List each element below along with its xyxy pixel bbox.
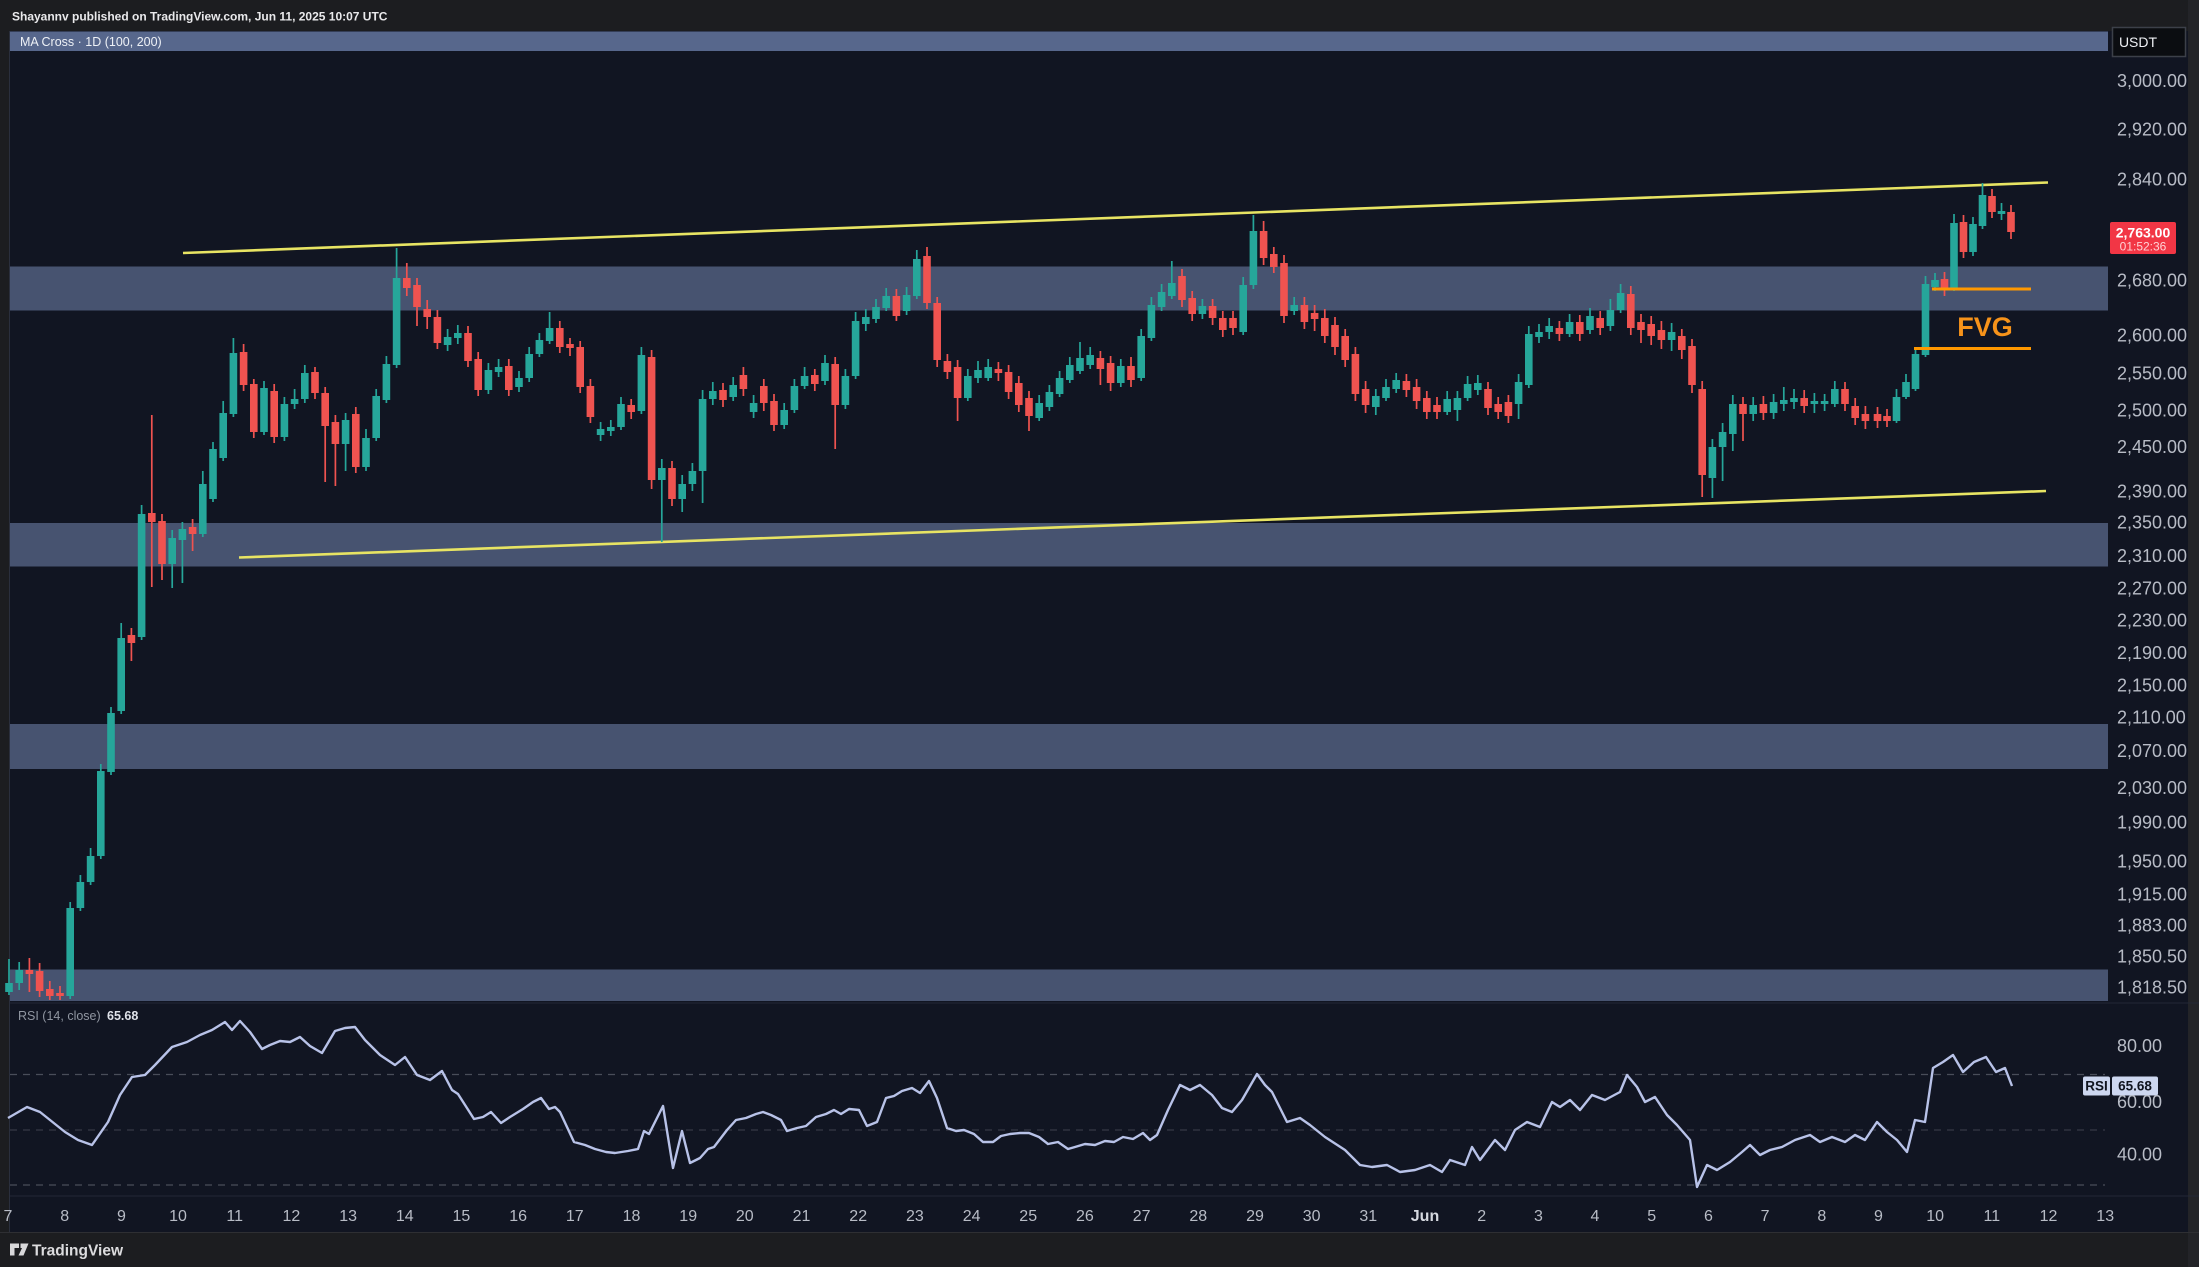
svg-text:11: 11 — [226, 1208, 243, 1225]
svg-text:31: 31 — [1359, 1208, 1377, 1225]
svg-text:2,070.00: 2,070.00 — [2117, 741, 2187, 761]
svg-text:9: 9 — [1874, 1208, 1883, 1225]
svg-text:13: 13 — [2096, 1208, 2114, 1225]
svg-text:2,390.00: 2,390.00 — [2117, 482, 2187, 502]
svg-text:16: 16 — [509, 1208, 527, 1225]
svg-text:13: 13 — [339, 1208, 357, 1225]
svg-text:21: 21 — [793, 1208, 811, 1225]
svg-text:22: 22 — [849, 1208, 867, 1225]
svg-text:65.68: 65.68 — [107, 1009, 138, 1023]
svg-text:17: 17 — [566, 1208, 584, 1225]
svg-text:2,030.00: 2,030.00 — [2117, 778, 2187, 798]
svg-text:8: 8 — [60, 1208, 69, 1225]
svg-text:2,110.00: 2,110.00 — [2117, 708, 2186, 728]
svg-text:12: 12 — [2040, 1208, 2058, 1225]
svg-text:3: 3 — [1534, 1208, 1543, 1225]
svg-text:2,310.00: 2,310.00 — [2117, 546, 2187, 566]
svg-text:2,680.00: 2,680.00 — [2117, 271, 2187, 291]
svg-text:TradingView: TradingView — [32, 1243, 124, 1260]
svg-text:40.00: 40.00 — [2117, 1145, 2162, 1165]
svg-text:2,190.00: 2,190.00 — [2117, 643, 2187, 663]
svg-text:1,850.50: 1,850.50 — [2117, 947, 2187, 967]
svg-text:10: 10 — [1926, 1208, 1944, 1225]
svg-text:27: 27 — [1133, 1208, 1151, 1225]
svg-text:19: 19 — [679, 1208, 697, 1225]
svg-text:Shayannv published on TradingV: Shayannv published on TradingView.com, J… — [12, 10, 388, 24]
svg-text:29: 29 — [1246, 1208, 1264, 1225]
svg-text:2,840.00: 2,840.00 — [2117, 170, 2187, 190]
svg-text:2,270.00: 2,270.00 — [2117, 579, 2187, 599]
svg-text:2,150.00: 2,150.00 — [2117, 676, 2187, 696]
svg-text:01:52:36: 01:52:36 — [2120, 240, 2167, 254]
svg-text:FVG: FVG — [1957, 312, 2013, 342]
svg-text:1,990.00: 1,990.00 — [2117, 813, 2187, 833]
svg-text:60.00: 60.00 — [2117, 1092, 2162, 1112]
svg-text:5: 5 — [1647, 1208, 1656, 1225]
svg-text:USDT: USDT — [2119, 34, 2158, 50]
svg-text:2: 2 — [1477, 1208, 1486, 1225]
svg-text:7: 7 — [4, 1208, 13, 1225]
svg-text:1,818.50: 1,818.50 — [2117, 978, 2187, 998]
svg-text:2,550.00: 2,550.00 — [2117, 364, 2187, 384]
svg-text:25: 25 — [1019, 1208, 1037, 1225]
svg-text:80.00: 80.00 — [2117, 1036, 2162, 1056]
svg-text:3,000.00: 3,000.00 — [2117, 71, 2187, 91]
svg-text:6: 6 — [1704, 1208, 1713, 1225]
svg-text:26: 26 — [1076, 1208, 1094, 1225]
svg-text:1,883.00: 1,883.00 — [2117, 916, 2187, 936]
svg-text:65.68: 65.68 — [2118, 1079, 2152, 1094]
svg-text:2,350.00: 2,350.00 — [2117, 513, 2187, 533]
svg-text:23: 23 — [906, 1208, 924, 1225]
svg-text:2,763.00: 2,763.00 — [2116, 225, 2171, 241]
svg-text:7: 7 — [1761, 1208, 1770, 1225]
svg-text:2,450.00: 2,450.00 — [2117, 437, 2187, 457]
svg-text:Jun: Jun — [1411, 1208, 1439, 1225]
svg-text:12: 12 — [283, 1208, 301, 1225]
svg-text:2,230.00: 2,230.00 — [2117, 611, 2187, 631]
svg-text:1,950.00: 1,950.00 — [2117, 852, 2187, 872]
svg-text:MA Cross · 1D (100, 200): MA Cross · 1D (100, 200) — [20, 35, 162, 49]
svg-text:10: 10 — [169, 1208, 187, 1225]
svg-text:RSI (14, close): RSI (14, close) — [18, 1009, 101, 1023]
svg-text:2,600.00: 2,600.00 — [2117, 326, 2187, 346]
svg-text:18: 18 — [623, 1208, 641, 1225]
svg-text:4: 4 — [1591, 1208, 1600, 1225]
svg-text:24: 24 — [963, 1208, 981, 1225]
svg-text:1,915.00: 1,915.00 — [2117, 885, 2187, 905]
svg-text:2,920.00: 2,920.00 — [2117, 120, 2187, 140]
svg-text:28: 28 — [1189, 1208, 1207, 1225]
svg-text:20: 20 — [736, 1208, 754, 1225]
svg-text:2,500.00: 2,500.00 — [2117, 401, 2187, 421]
svg-text:15: 15 — [453, 1208, 471, 1225]
svg-text:RSI: RSI — [2085, 1079, 2108, 1094]
svg-text:8: 8 — [1817, 1208, 1826, 1225]
svg-text:9: 9 — [117, 1208, 126, 1225]
svg-text:30: 30 — [1303, 1208, 1321, 1225]
svg-text:14: 14 — [396, 1208, 414, 1225]
svg-text:11: 11 — [1983, 1208, 2000, 1225]
